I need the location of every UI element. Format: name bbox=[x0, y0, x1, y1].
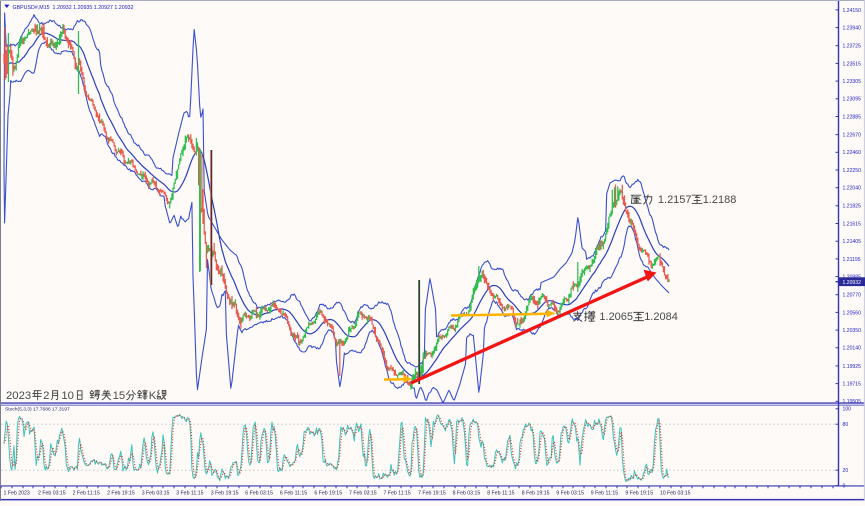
svg-text:1.2157: 1.2157 bbox=[658, 194, 692, 206]
svg-text:1.23515: 1.23515 bbox=[843, 61, 862, 67]
svg-text:9 Feb 19:15: 9 Feb 19:15 bbox=[625, 491, 653, 497]
svg-text:2023: 2023 bbox=[6, 390, 31, 402]
svg-text:80: 80 bbox=[843, 422, 849, 428]
svg-text:0: 0 bbox=[843, 484, 846, 490]
svg-text:1.23725: 1.23725 bbox=[843, 44, 862, 50]
svg-text:7 Feb 03:15: 7 Feb 03:15 bbox=[349, 491, 377, 497]
svg-text:3 Feb 03:15: 3 Feb 03:15 bbox=[142, 491, 170, 497]
svg-text:1.23095: 1.23095 bbox=[843, 97, 862, 103]
svg-text:1.20560: 1.20560 bbox=[843, 310, 862, 316]
svg-text:1.22885: 1.22885 bbox=[843, 114, 862, 120]
svg-text:8 Feb 11:15: 8 Feb 11:15 bbox=[487, 491, 514, 497]
svg-text:1.19505: 1.19505 bbox=[843, 399, 862, 405]
svg-text:1.2084: 1.2084 bbox=[644, 311, 678, 323]
svg-text:100: 100 bbox=[843, 407, 852, 413]
svg-text:2 Feb 19:15: 2 Feb 19:15 bbox=[107, 491, 135, 497]
svg-text:9 Feb 03:15: 9 Feb 03:15 bbox=[556, 491, 584, 497]
svg-text:1.21405: 1.21405 bbox=[843, 239, 862, 245]
svg-text:1.22040: 1.22040 bbox=[843, 186, 862, 192]
svg-text:2 Feb 11:15: 2 Feb 11:15 bbox=[73, 491, 100, 497]
svg-text:10: 10 bbox=[61, 390, 74, 402]
svg-text:7 Feb 19:15: 7 Feb 19:15 bbox=[418, 491, 446, 497]
svg-text:1.19715: 1.19715 bbox=[843, 382, 862, 388]
svg-text:1.23940: 1.23940 bbox=[843, 26, 862, 32]
svg-text:1.24150: 1.24150 bbox=[843, 8, 862, 14]
svg-text:1.21615: 1.21615 bbox=[843, 221, 862, 227]
svg-text:1.21195: 1.21195 bbox=[843, 257, 861, 263]
svg-text:7 Feb 11:15: 7 Feb 11:15 bbox=[384, 491, 411, 497]
svg-text:1.20140: 1.20140 bbox=[843, 346, 862, 352]
svg-text:1.20350: 1.20350 bbox=[843, 328, 862, 334]
svg-text:6 Feb 03:15: 6 Feb 03:15 bbox=[245, 491, 273, 497]
svg-text:15: 15 bbox=[113, 390, 126, 402]
svg-text:6 Feb 19:15: 6 Feb 19:15 bbox=[314, 491, 342, 497]
svg-text:20: 20 bbox=[843, 468, 849, 474]
svg-text:1.2188: 1.2188 bbox=[703, 194, 737, 206]
svg-text:1.22670: 1.22670 bbox=[843, 133, 862, 139]
svg-text:1.20932: 1.20932 bbox=[843, 280, 862, 286]
svg-text:1.22250: 1.22250 bbox=[843, 168, 862, 174]
svg-text:1.22460: 1.22460 bbox=[843, 150, 862, 156]
svg-text:2 Feb 03:15: 2 Feb 03:15 bbox=[38, 491, 66, 497]
svg-text:8 Feb 03:15: 8 Feb 03:15 bbox=[453, 491, 481, 497]
svg-text:2: 2 bbox=[43, 390, 49, 402]
svg-text:1.19925: 1.19925 bbox=[843, 364, 862, 370]
svg-text:10 Feb 03:15: 10 Feb 03:15 bbox=[660, 491, 691, 497]
svg-text:1.2065: 1.2065 bbox=[599, 311, 633, 323]
svg-text:3 Feb 11:15: 3 Feb 11:15 bbox=[176, 491, 203, 497]
svg-text:Stoch(5,3,3) 17.7686 17.3197: Stoch(5,3,3) 17.7686 17.3197 bbox=[5, 407, 70, 413]
svg-text:K: K bbox=[149, 390, 157, 402]
svg-text:GBPUSD#,M15 1.20932 1.20935 1: GBPUSD#,M15 1.20932 1.20935 1.20927 1.20… bbox=[13, 5, 134, 11]
svg-text:6 Feb 11:15: 6 Feb 11:15 bbox=[280, 491, 307, 497]
svg-text:1.20770: 1.20770 bbox=[843, 293, 862, 299]
svg-text:9 Feb 11:15: 9 Feb 11:15 bbox=[591, 491, 618, 497]
svg-text:3 Feb 19:15: 3 Feb 19:15 bbox=[211, 491, 239, 497]
svg-text:8 Feb 19:15: 8 Feb 19:15 bbox=[522, 491, 550, 497]
svg-text:1.23305: 1.23305 bbox=[843, 79, 862, 85]
svg-text:1.21825: 1.21825 bbox=[843, 204, 862, 210]
svg-text:1 Feb 2023: 1 Feb 2023 bbox=[4, 491, 30, 497]
